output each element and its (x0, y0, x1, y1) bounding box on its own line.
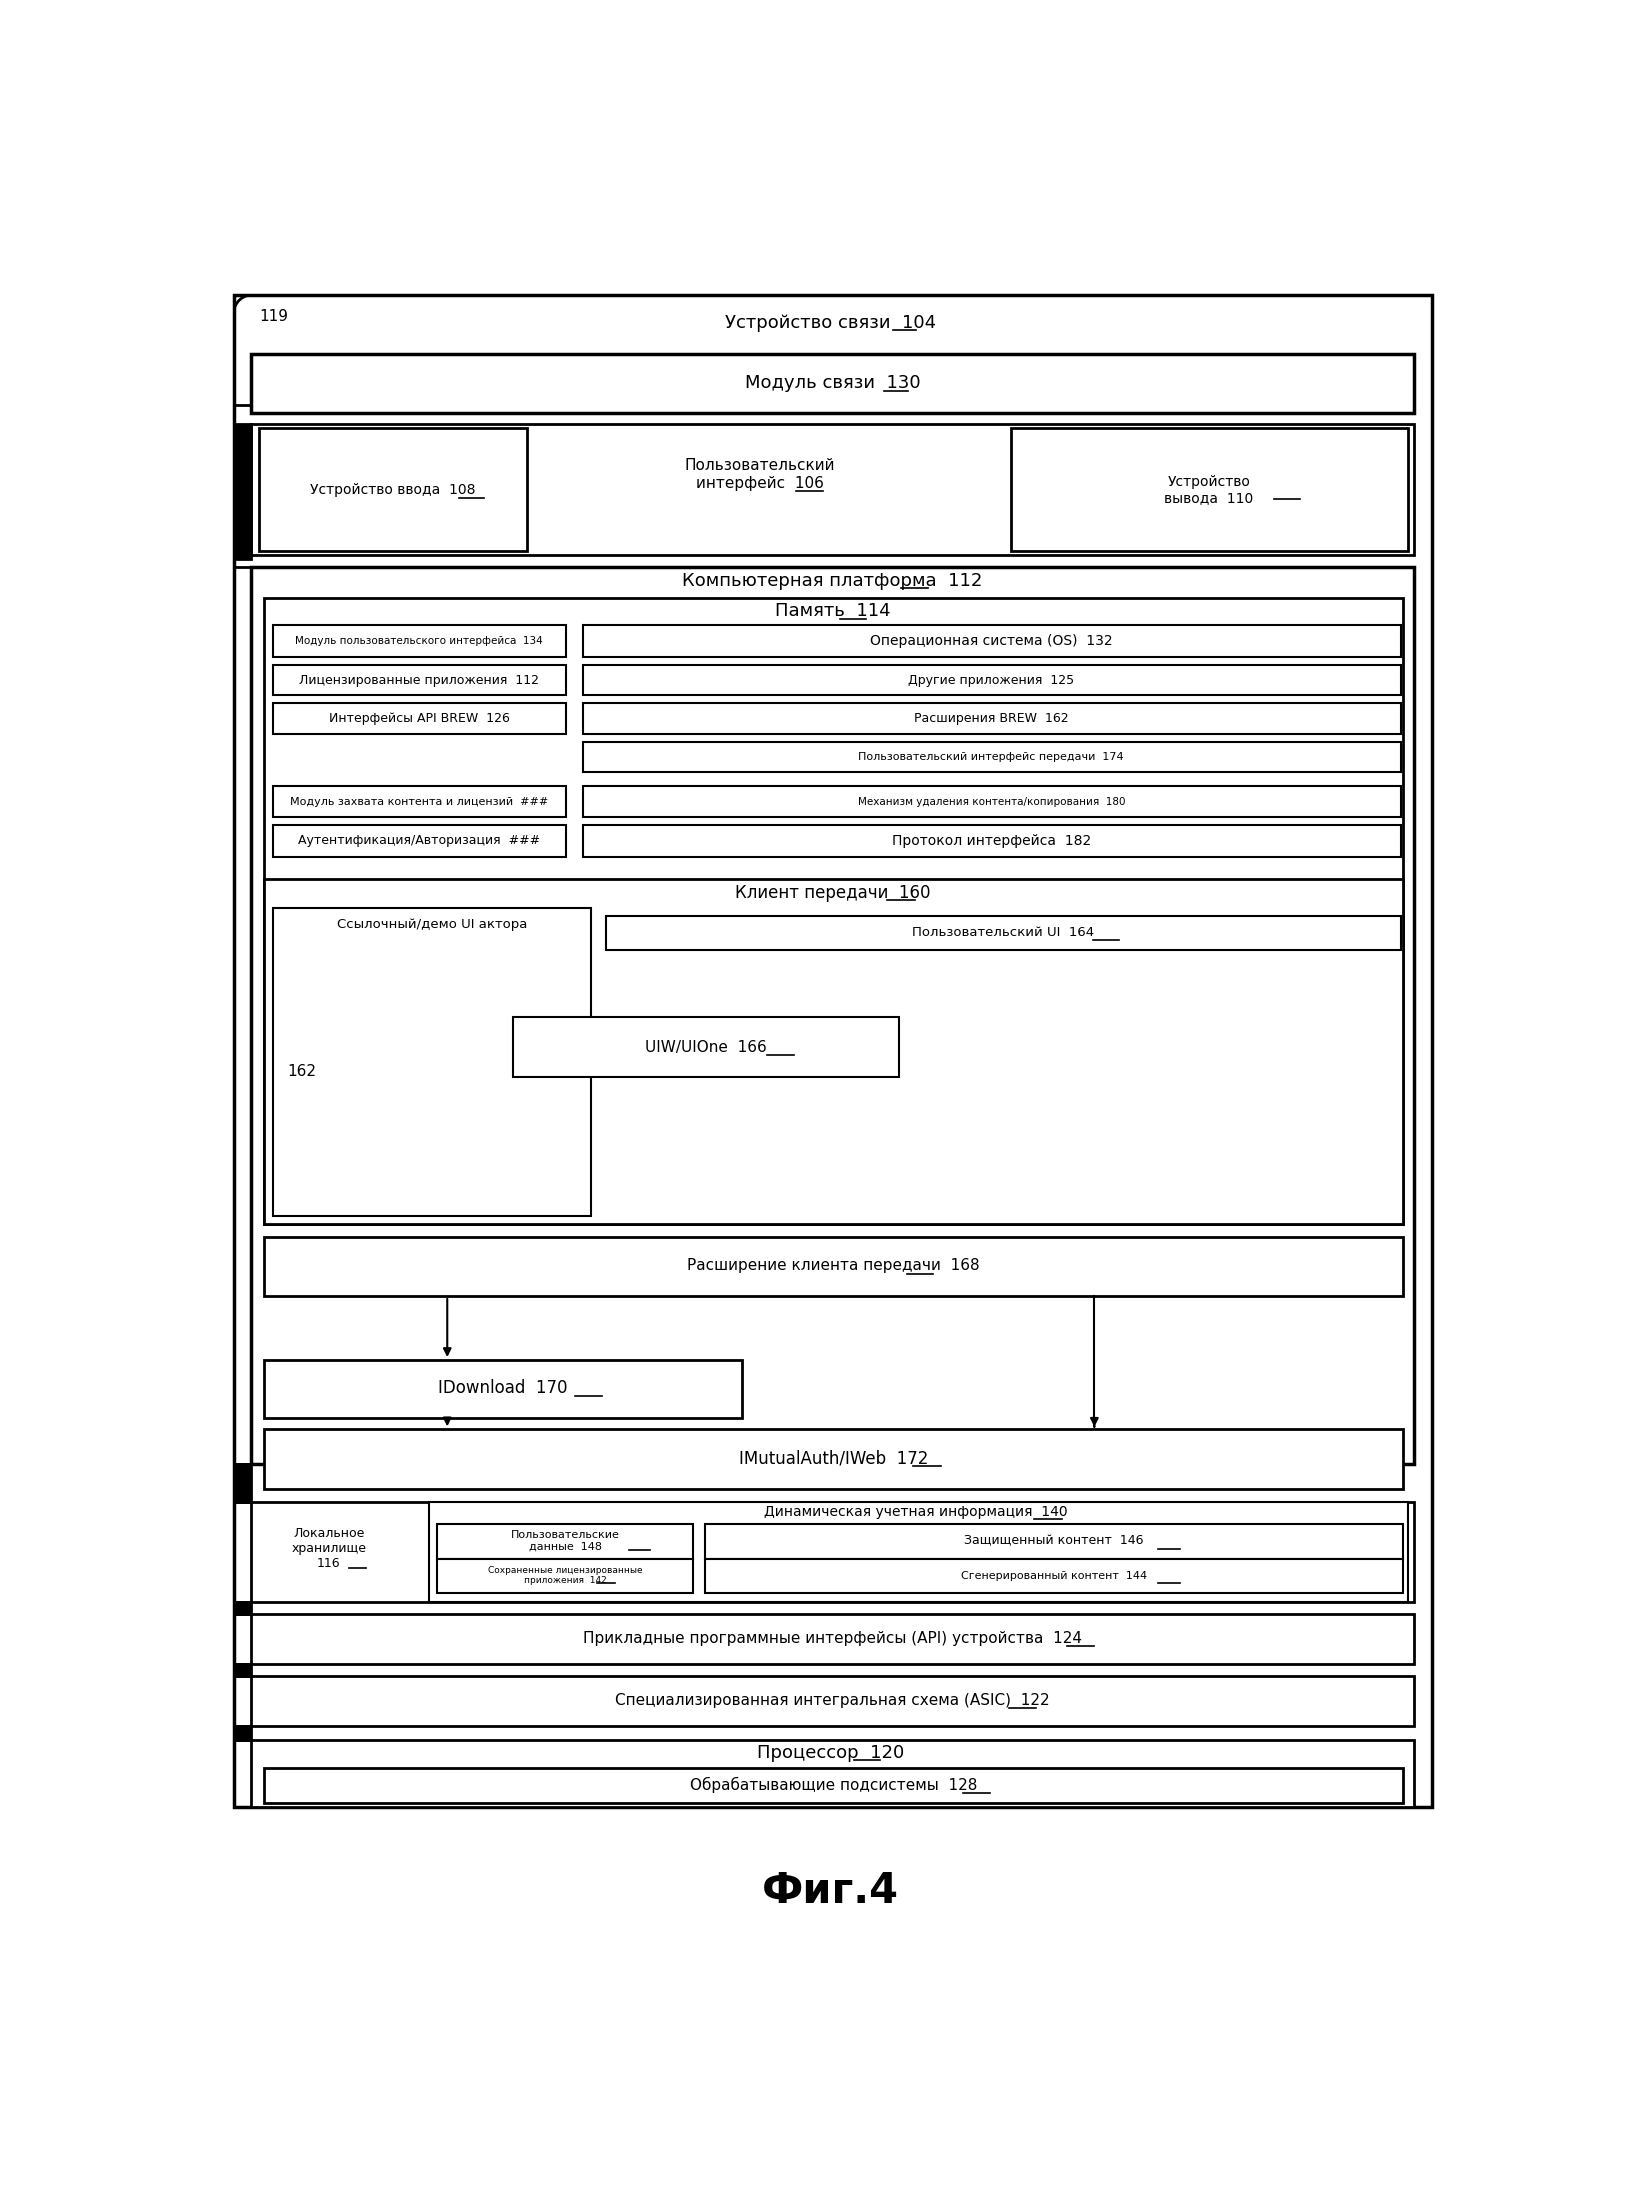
Bar (252, 1675, 1414, 1725)
Bar (583, 703, 1401, 733)
Text: Сохраненные лицензированные
приложения  142: Сохраненные лицензированные приложения 1… (488, 1565, 642, 1585)
Text: IMutualAuth/IWeb  172: IMutualAuth/IWeb 172 (738, 1449, 928, 1467)
Text: Локальное
хранилище
116: Локальное хранилище 116 (291, 1528, 366, 1570)
Bar (263, 1429, 1402, 1489)
Text: Ссылочный/демо UI актора: Ссылочный/демо UI актора (336, 919, 526, 930)
Bar (263, 1359, 741, 1418)
Bar (273, 908, 590, 1215)
Bar (252, 425, 1414, 556)
Text: Аутентификация/Авторизация  ###: Аутентификация/Авторизация ### (299, 834, 541, 847)
Text: Сгенерированный контент  144: Сгенерированный контент 144 (960, 1570, 1147, 1580)
Text: 119: 119 (258, 309, 288, 324)
Text: Пользовательский интерфейс передачи  174: Пользовательский интерфейс передачи 174 (858, 753, 1124, 762)
Bar (583, 742, 1401, 773)
Bar (252, 355, 1414, 414)
Text: Пользовательский
интерфейс  106: Пользовательский интерфейс 106 (684, 458, 835, 490)
Text: Фиг.4: Фиг.4 (762, 1869, 899, 1913)
Text: IDownload  170: IDownload 170 (437, 1379, 567, 1397)
Text: Специализированная интегральная схема (ASIC)  122: Специализированная интегральная схема (A… (616, 1692, 1050, 1707)
Text: Другие приложения  125: Другие приложения 125 (908, 674, 1074, 687)
Text: UIW/UIOne  166: UIW/UIOne 166 (645, 1040, 767, 1055)
Bar (252, 1502, 1414, 1602)
Text: Операционная система (OS)  132: Операционная система (OS) 132 (869, 635, 1113, 648)
Bar (583, 825, 1401, 858)
Text: Расширения BREW  162: Расширения BREW 162 (913, 711, 1069, 725)
Bar (234, 425, 252, 558)
Text: Защищенный контент  146: Защищенный контент 146 (964, 1534, 1144, 1548)
Bar (1011, 429, 1409, 552)
Text: Устройство ввода  108: Устройство ввода 108 (310, 484, 476, 497)
Text: Динамическая учетная информация  140: Динамическая учетная информация 140 (764, 1504, 1068, 1519)
Bar (234, 1664, 252, 1675)
Text: Интерфейсы API BREW  126: Интерфейсы API BREW 126 (328, 711, 510, 725)
Text: Модуль пользовательского интерфейса  134: Модуль пользовательского интерфейса 134 (296, 635, 543, 646)
Text: Компьютерная платформа  112: Компьютерная платформа 112 (682, 571, 983, 589)
Bar (252, 1740, 1414, 1806)
Bar (583, 624, 1401, 657)
Bar (273, 786, 566, 816)
Bar (234, 296, 1432, 1806)
Bar (606, 915, 1401, 950)
Text: Устройство связи  104: Устройство связи 104 (725, 313, 936, 333)
Bar (273, 624, 566, 657)
Text: Обрабатывающие подсистемы  128: Обрабатывающие подсистемы 128 (689, 1777, 977, 1793)
Bar (263, 598, 1402, 1224)
Text: Память  114: Память 114 (775, 602, 891, 619)
Text: Пользовательский UI  164: Пользовательский UI 164 (912, 926, 1094, 939)
Bar (583, 786, 1401, 816)
Bar (252, 567, 1414, 1464)
Bar (583, 665, 1401, 696)
Text: Расширение клиента передачи  168: Расширение клиента передачи 168 (687, 1259, 980, 1274)
Bar (705, 1524, 1402, 1559)
Bar (234, 1602, 252, 1613)
Bar (429, 1502, 1409, 1602)
Bar (234, 1464, 252, 1502)
Bar (234, 1725, 252, 1740)
Bar (273, 665, 566, 696)
Text: 162: 162 (288, 1064, 315, 1079)
Bar (263, 1769, 1402, 1804)
Bar (437, 1559, 692, 1594)
Bar (258, 429, 526, 552)
Text: Прикладные программные интерфейсы (API) устройства  124: Прикладные программные интерфейсы (API) … (583, 1631, 1082, 1646)
Bar (273, 703, 566, 733)
Text: Лицензированные приложения  112: Лицензированные приложения 112 (299, 674, 540, 687)
Bar (263, 878, 1402, 1224)
Text: Клиент передачи  160: Клиент передачи 160 (736, 884, 931, 902)
Text: Модуль связи  130: Модуль связи 130 (744, 374, 920, 392)
Bar (705, 1559, 1402, 1594)
Text: Пользовательские
данные  148: Пользовательские данные 148 (510, 1530, 619, 1552)
Text: Процессор  120: Процессор 120 (757, 1745, 905, 1762)
Text: Протокол интерфейса  182: Протокол интерфейса 182 (892, 834, 1090, 847)
Text: Устройство
вывода  110: Устройство вывода 110 (1165, 475, 1254, 506)
Bar (273, 825, 566, 858)
Bar (252, 1613, 1414, 1664)
Bar (514, 1018, 899, 1077)
Text: Модуль захвата контента и лицензий  ###: Модуль захвата контента и лицензий ### (291, 797, 549, 808)
Text: Механизм удаления контента/копирования  180: Механизм удаления контента/копирования 1… (858, 797, 1124, 808)
Bar (437, 1524, 692, 1559)
Bar (263, 1237, 1402, 1296)
